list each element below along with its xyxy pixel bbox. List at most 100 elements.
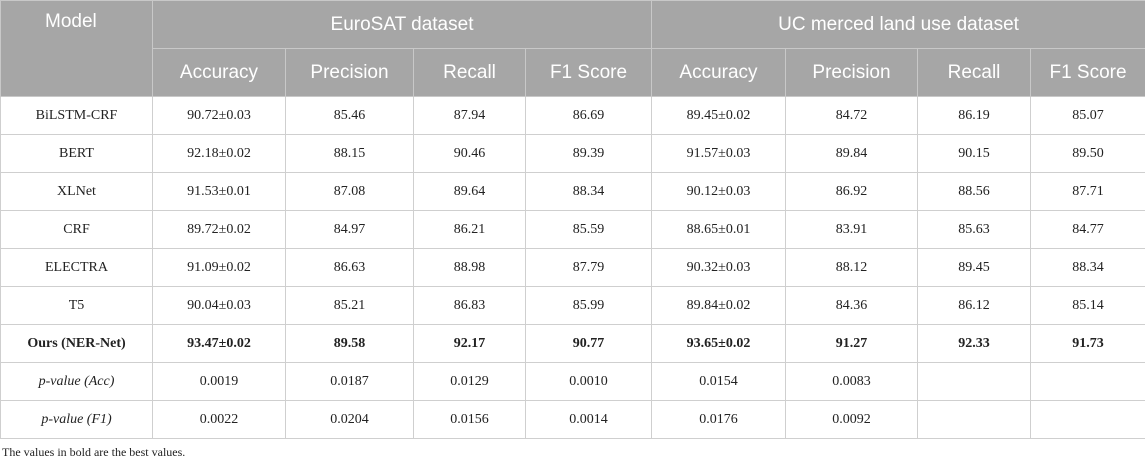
value-cell: 86.21 [413, 210, 526, 249]
model-cell: BERT [0, 134, 153, 173]
model-cell: Ours (NER-Net) [0, 324, 153, 363]
value-cell: 85.07 [1029, 96, 1145, 135]
column-header: F1 Score [525, 48, 652, 97]
value-cell: 0.0083 [785, 362, 918, 401]
value-cell: 91.73 [1029, 324, 1145, 363]
value-cell: 88.56 [917, 172, 1031, 211]
value-cell: 93.47±0.02 [152, 324, 286, 363]
value-cell: 90.72±0.03 [152, 96, 286, 135]
value-cell: 85.59 [525, 210, 652, 249]
value-cell: 84.36 [785, 286, 918, 325]
value-cell: 84.97 [285, 210, 414, 249]
table-row: Ours (NER-Net) 93.47±0.02 89.58 92.17 90.77 9… [0, 324, 1145, 363]
value-cell: 86.12 [917, 286, 1031, 325]
value-cell: 85.46 [285, 96, 414, 135]
empty-cell [1029, 362, 1145, 401]
value-cell: 92.17 [413, 324, 526, 363]
value-cell: 91.57±0.03 [651, 134, 786, 173]
value-cell: 85.21 [285, 286, 414, 325]
value-cell: 86.92 [785, 172, 918, 211]
model-cell: CRF [0, 210, 153, 249]
table-row: T5 90.04±0.03 85.21 86.83 85.99 89.84±0.02 84.… [0, 286, 1145, 325]
value-cell: 88.98 [413, 248, 526, 287]
value-cell: 86.83 [413, 286, 526, 325]
value-cell: 88.65±0.01 [651, 210, 786, 249]
value-cell: 89.64 [413, 172, 526, 211]
value-cell: 0.0176 [651, 400, 786, 439]
value-cell: 86.63 [285, 248, 414, 287]
value-cell: 91.09±0.02 [152, 248, 286, 287]
table-row: p-value (Acc) 0.0019 0.0187 0.0129 0.0010 0.0… [0, 362, 1145, 401]
value-cell: 86.69 [525, 96, 652, 135]
model-cell: BiLSTM-CRF [0, 96, 153, 135]
group-header: UC merced land use dataset [650, 0, 1145, 49]
value-cell: 0.0019 [152, 362, 286, 401]
model-cell: T5 [0, 286, 153, 325]
value-cell: 90.32±0.03 [651, 248, 786, 287]
value-cell: 91.53±0.01 [152, 172, 286, 211]
column-header: Recall [413, 48, 526, 97]
value-cell: 87.08 [285, 172, 414, 211]
value-cell: 92.18±0.02 [152, 134, 286, 173]
empty-cell [917, 400, 1031, 439]
value-cell: 90.04±0.03 [152, 286, 286, 325]
value-cell: 89.45±0.02 [651, 96, 786, 135]
model-cell: XLNet [0, 172, 153, 211]
empty-cell [917, 362, 1031, 401]
model-cell: p-value (F1) [0, 400, 153, 439]
value-cell: 92.33 [917, 324, 1031, 363]
value-cell: 0.0187 [285, 362, 414, 401]
table-row: CRF 89.72±0.02 84.97 86.21 85.59 88.65±0.01 83… [0, 210, 1145, 249]
column-header: Precision [785, 48, 918, 97]
footnote: The values in bold are the best values. [2, 445, 186, 459]
table-row: BiLSTM-CRF 90.72±0.03 85.46 87.94 86.69 89.45… [0, 96, 1145, 135]
value-cell: 85.99 [525, 286, 652, 325]
value-cell: 91.27 [785, 324, 918, 363]
value-cell: 83.91 [785, 210, 918, 249]
table-row: BERT 92.18±0.02 88.15 90.46 89.39 91.57±0.03 8… [0, 134, 1145, 173]
column-header: F1 Score [1029, 48, 1145, 97]
value-cell: 0.0092 [785, 400, 918, 439]
value-cell: 89.58 [285, 324, 414, 363]
column-header: Accuracy [651, 48, 786, 97]
value-cell: 88.34 [525, 172, 652, 211]
value-cell: 84.72 [785, 96, 918, 135]
model-cell: p-value (Acc) [0, 362, 153, 401]
value-cell: 0.0014 [525, 400, 652, 439]
column-header: Accuracy [152, 48, 286, 97]
table-row: p-value (F1) 0.0022 0.0204 0.0156 0.0014 0.01… [0, 400, 1145, 439]
value-cell: 0.0154 [651, 362, 786, 401]
value-cell: 0.0156 [413, 400, 526, 439]
value-cell: 0.0129 [413, 362, 526, 401]
model-cell: ELECTRA [0, 248, 153, 287]
value-cell: 87.79 [525, 248, 652, 287]
value-cell: 89.39 [525, 134, 652, 173]
value-cell: 88.15 [285, 134, 414, 173]
header-cell: Model [0, 0, 153, 97]
value-cell: 87.94 [413, 96, 526, 135]
value-cell: 89.72±0.02 [152, 210, 286, 249]
value-cell: 85.14 [1029, 286, 1145, 325]
column-header: Recall [917, 48, 1031, 97]
value-cell: 90.12±0.03 [651, 172, 786, 211]
value-cell: 86.19 [917, 96, 1031, 135]
value-cell: 0.0204 [285, 400, 414, 439]
table-row: ELECTRA 91.09±0.02 86.63 88.98 87.79 90.32±0.… [0, 248, 1145, 287]
value-cell: 89.45 [917, 248, 1031, 287]
value-cell: 84.77 [1029, 210, 1145, 249]
group-header: EuroSAT dataset [152, 0, 652, 49]
value-cell: 0.0022 [152, 400, 286, 439]
value-cell: 90.15 [917, 134, 1031, 173]
value-cell: 89.84±0.02 [651, 286, 786, 325]
value-cell: 88.12 [785, 248, 918, 287]
value-cell: 0.0010 [525, 362, 652, 401]
value-cell: 87.71 [1029, 172, 1145, 211]
value-cell: 85.63 [917, 210, 1031, 249]
results-table: Model EuroSAT dataset UC merced land use… [0, 0, 1145, 439]
value-cell: 89.84 [785, 134, 918, 173]
column-header: Precision [285, 48, 414, 97]
empty-cell [1029, 400, 1145, 439]
value-cell: 90.46 [413, 134, 526, 173]
value-cell: 89.50 [1029, 134, 1145, 173]
